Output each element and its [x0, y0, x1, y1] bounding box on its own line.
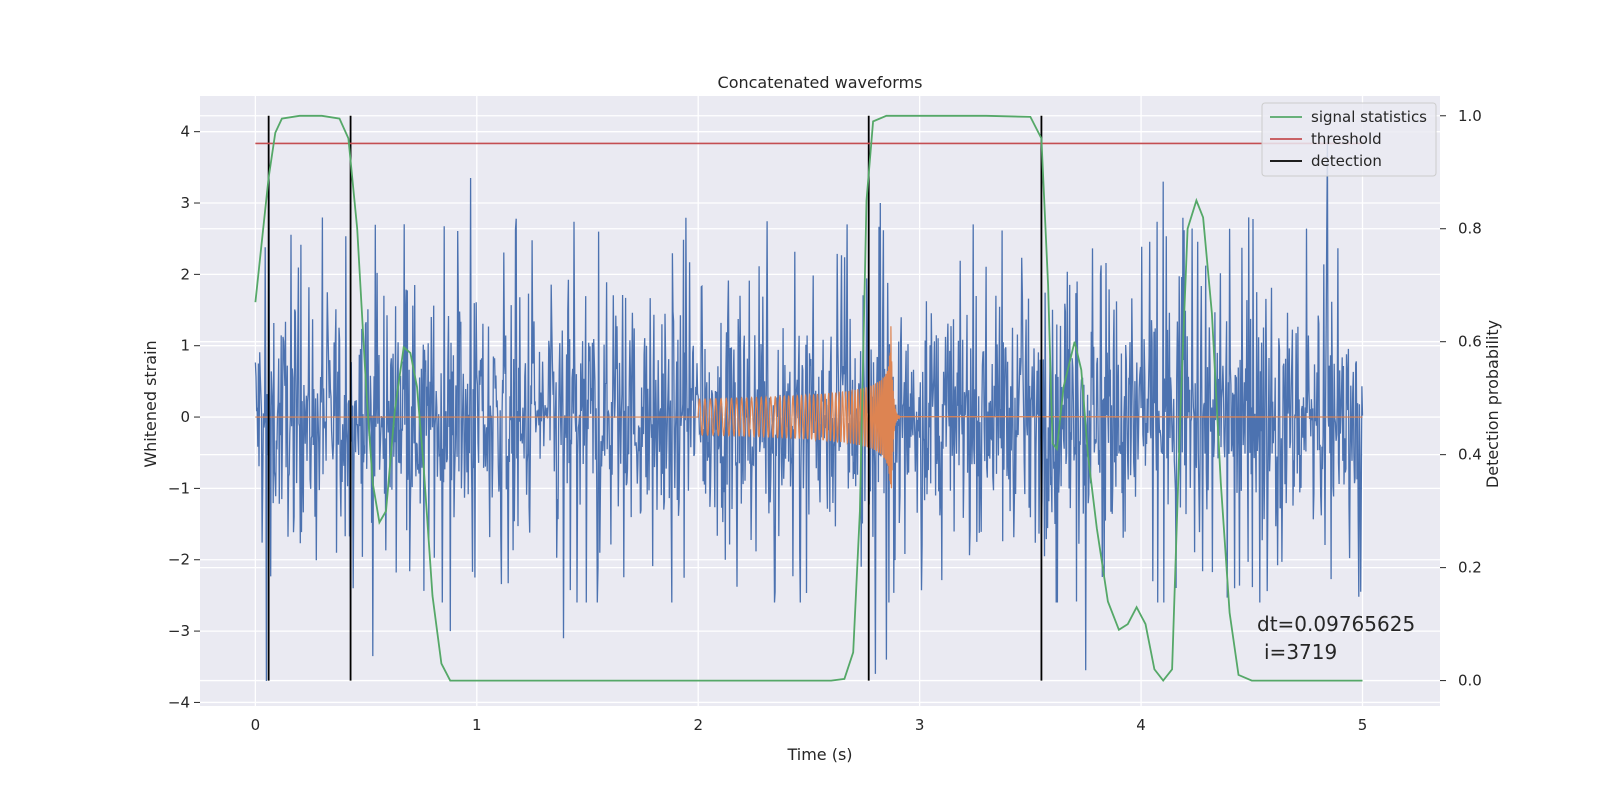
- annotation-index: i=3719: [1264, 640, 1337, 664]
- y2-tick-label: 0.8: [1458, 220, 1482, 238]
- y-tick-label: −1: [168, 479, 190, 497]
- x-tick-label: 5: [1358, 716, 1368, 734]
- y-axis-label: Whitened strain: [141, 340, 160, 467]
- y-tick-label: 2: [180, 265, 190, 283]
- legend-label-detection: detection: [1311, 152, 1382, 170]
- x-tick-label: 3: [915, 716, 925, 734]
- series-layer: [254, 114, 1364, 683]
- y-tick-label: 1: [180, 337, 190, 355]
- axis-ticks: 0 1 2 3 4 5 −4 −3 −2 −1 0 1 2 3 4 0.0 0.2 0.4 0.6 0.8 1.0: [168, 107, 1482, 734]
- chart-title: Concatenated waveforms: [718, 73, 923, 92]
- y2-tick-label: 0.2: [1458, 559, 1482, 577]
- annotation-dt: dt=0.09765625: [1257, 612, 1415, 636]
- strain-series-line: [254, 142, 1364, 682]
- signal-statistics-line: [254, 114, 1363, 683]
- y2-tick-label: 0.0: [1458, 672, 1482, 690]
- x-tick-label: 2: [693, 716, 703, 734]
- x-tick-label: 0: [251, 716, 261, 734]
- legend-box: [1261, 102, 1437, 177]
- y-tick-label: 4: [180, 123, 190, 141]
- detection-lines: [267, 115, 1043, 681]
- chirp-series-line: [255, 326, 1363, 489]
- y-tick-label: −3: [168, 622, 190, 640]
- legend: signal statistics threshold detection: [1261, 102, 1437, 177]
- x-tick-label: 1: [472, 716, 482, 734]
- y-tick-label: −4: [168, 693, 190, 711]
- y-tick-label: 3: [180, 194, 190, 212]
- y2-tick-label: 0.4: [1458, 446, 1482, 464]
- legend-label-threshold: threshold: [1311, 130, 1382, 148]
- y2-axis-label: Detection probability: [1483, 320, 1502, 488]
- y2-tick-label: 1.0: [1458, 107, 1482, 125]
- x-tick-label: 4: [1136, 716, 1146, 734]
- y-tick-label: −2: [168, 551, 190, 569]
- y-tick-label: 0: [180, 408, 190, 426]
- y2-tick-label: 0.6: [1458, 333, 1482, 351]
- legend-label-signal-statistics: signal statistics: [1311, 108, 1427, 126]
- x-axis-label: Time (s): [786, 745, 852, 764]
- gridlines: [200, 96, 1440, 706]
